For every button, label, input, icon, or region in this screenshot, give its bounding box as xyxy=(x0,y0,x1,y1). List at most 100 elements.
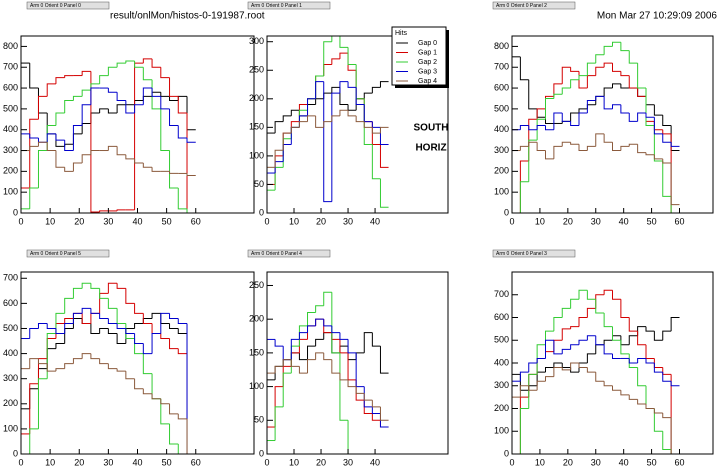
histogram-bin xyxy=(298,366,308,374)
title-box xyxy=(26,249,110,258)
histogram-bin xyxy=(595,299,605,314)
histogram-bin xyxy=(46,83,56,97)
histogram-bin xyxy=(570,112,579,122)
histogram-bin xyxy=(339,81,349,94)
date: Mon Mar 27 10:29:09 2006 xyxy=(597,11,718,22)
histogram-bin xyxy=(628,317,638,332)
histogram-bin xyxy=(662,330,672,341)
histogram-bin xyxy=(662,372,672,382)
histogram-bin xyxy=(628,335,638,345)
histogram-bin xyxy=(653,104,663,116)
histogram-bin xyxy=(379,406,389,421)
y-tick-label: 600 xyxy=(3,298,18,308)
histogram-bin xyxy=(116,92,126,102)
histogram-bin xyxy=(160,67,170,79)
x-tick-label: 30 xyxy=(591,216,601,226)
histogram-bin xyxy=(125,100,135,114)
histogram-bin xyxy=(125,154,135,160)
histogram-bin xyxy=(37,358,48,365)
histogram-bin xyxy=(160,333,170,340)
histogram-bin xyxy=(46,142,56,152)
histogram-bin xyxy=(553,340,563,355)
histogram-bin xyxy=(107,108,118,114)
histogram-bin xyxy=(561,328,571,341)
histogram-bin xyxy=(603,133,613,143)
histogram-bin xyxy=(653,154,663,160)
histogram-bin xyxy=(282,359,292,367)
histogram-bin xyxy=(64,100,74,114)
histogram-bin xyxy=(282,115,292,122)
title-box xyxy=(492,249,576,258)
histogram-bin xyxy=(125,328,135,335)
histogram-bin xyxy=(528,362,538,373)
x-tick-label: 40 xyxy=(370,457,380,467)
histogram-bin xyxy=(586,100,596,114)
histogram-bin xyxy=(107,88,118,93)
x-tick-label: 0 xyxy=(18,216,23,226)
histogram-bin xyxy=(578,289,588,300)
histogram-bin xyxy=(298,121,308,128)
histogram-bin xyxy=(620,299,630,318)
histogram-bin xyxy=(315,318,324,326)
x-tick-label: 0 xyxy=(18,457,23,467)
histogram-bin xyxy=(578,75,588,80)
histogram-bin xyxy=(553,145,563,159)
histogram-bin xyxy=(670,163,680,206)
y-tick-label: 50 xyxy=(254,415,264,425)
x-tick-label: 0 xyxy=(264,216,269,226)
histogram-bin xyxy=(371,406,381,415)
y-tick-label: 700 xyxy=(494,62,509,72)
plot-frame xyxy=(266,271,449,455)
x-tick-label: 10 xyxy=(45,457,55,467)
title-box xyxy=(247,1,331,10)
histogram-bin xyxy=(570,298,579,309)
y-tick-label: 300 xyxy=(249,36,264,46)
histogram-bin xyxy=(55,312,65,334)
y-tick-label: 400 xyxy=(3,348,18,358)
histogram-bin xyxy=(628,50,638,64)
histogram-bin xyxy=(371,86,381,94)
histogram-bin xyxy=(570,362,579,370)
histogram-bin xyxy=(371,400,381,408)
histogram-bin xyxy=(315,305,324,313)
histogram-bin xyxy=(307,345,316,360)
y-tick-label: 100 xyxy=(3,187,18,197)
histogram-bin xyxy=(603,312,613,328)
histogram-bin xyxy=(612,142,621,152)
histogram-bin xyxy=(151,88,161,97)
histogram-bin xyxy=(519,371,529,382)
histogram-bin xyxy=(134,158,144,164)
histogram-bin xyxy=(99,210,109,212)
histogram-bin xyxy=(578,363,588,369)
histogram-bin xyxy=(603,339,613,345)
histogram-bin xyxy=(290,109,300,116)
histogram-bin xyxy=(151,58,161,68)
histogram-bin xyxy=(637,367,646,387)
panel-title: Arm 0 Orient 0 Panel 3 xyxy=(496,251,547,257)
histogram-bin xyxy=(536,380,546,391)
histogram-bin xyxy=(116,146,126,156)
histogram-bin xyxy=(64,297,74,314)
histogram-bin xyxy=(347,47,357,66)
histogram-bin xyxy=(90,87,100,105)
x-tick-label: 30 xyxy=(343,216,353,226)
histogram-bin xyxy=(379,126,389,134)
histogram-bin xyxy=(37,141,48,147)
y-tick-label: 100 xyxy=(494,426,509,436)
y-tick-label: 500 xyxy=(494,335,509,345)
file-name: result/onlMon/histos-0-191987.root xyxy=(110,11,265,22)
y-tick-label: 200 xyxy=(249,314,264,324)
histogram-bin xyxy=(46,323,56,329)
histogram-bin xyxy=(177,413,188,420)
x-tick-label: 30 xyxy=(591,457,601,467)
histogram-bin xyxy=(536,344,546,375)
title-box xyxy=(247,249,331,258)
histogram-bin xyxy=(90,283,100,289)
histogram-bin xyxy=(545,150,554,160)
histogram-bin xyxy=(379,144,389,168)
histogram-bin xyxy=(177,125,188,139)
histogram-bin xyxy=(637,63,646,89)
histogram-bin xyxy=(307,359,316,374)
x-tick-label: 60 xyxy=(191,457,201,467)
